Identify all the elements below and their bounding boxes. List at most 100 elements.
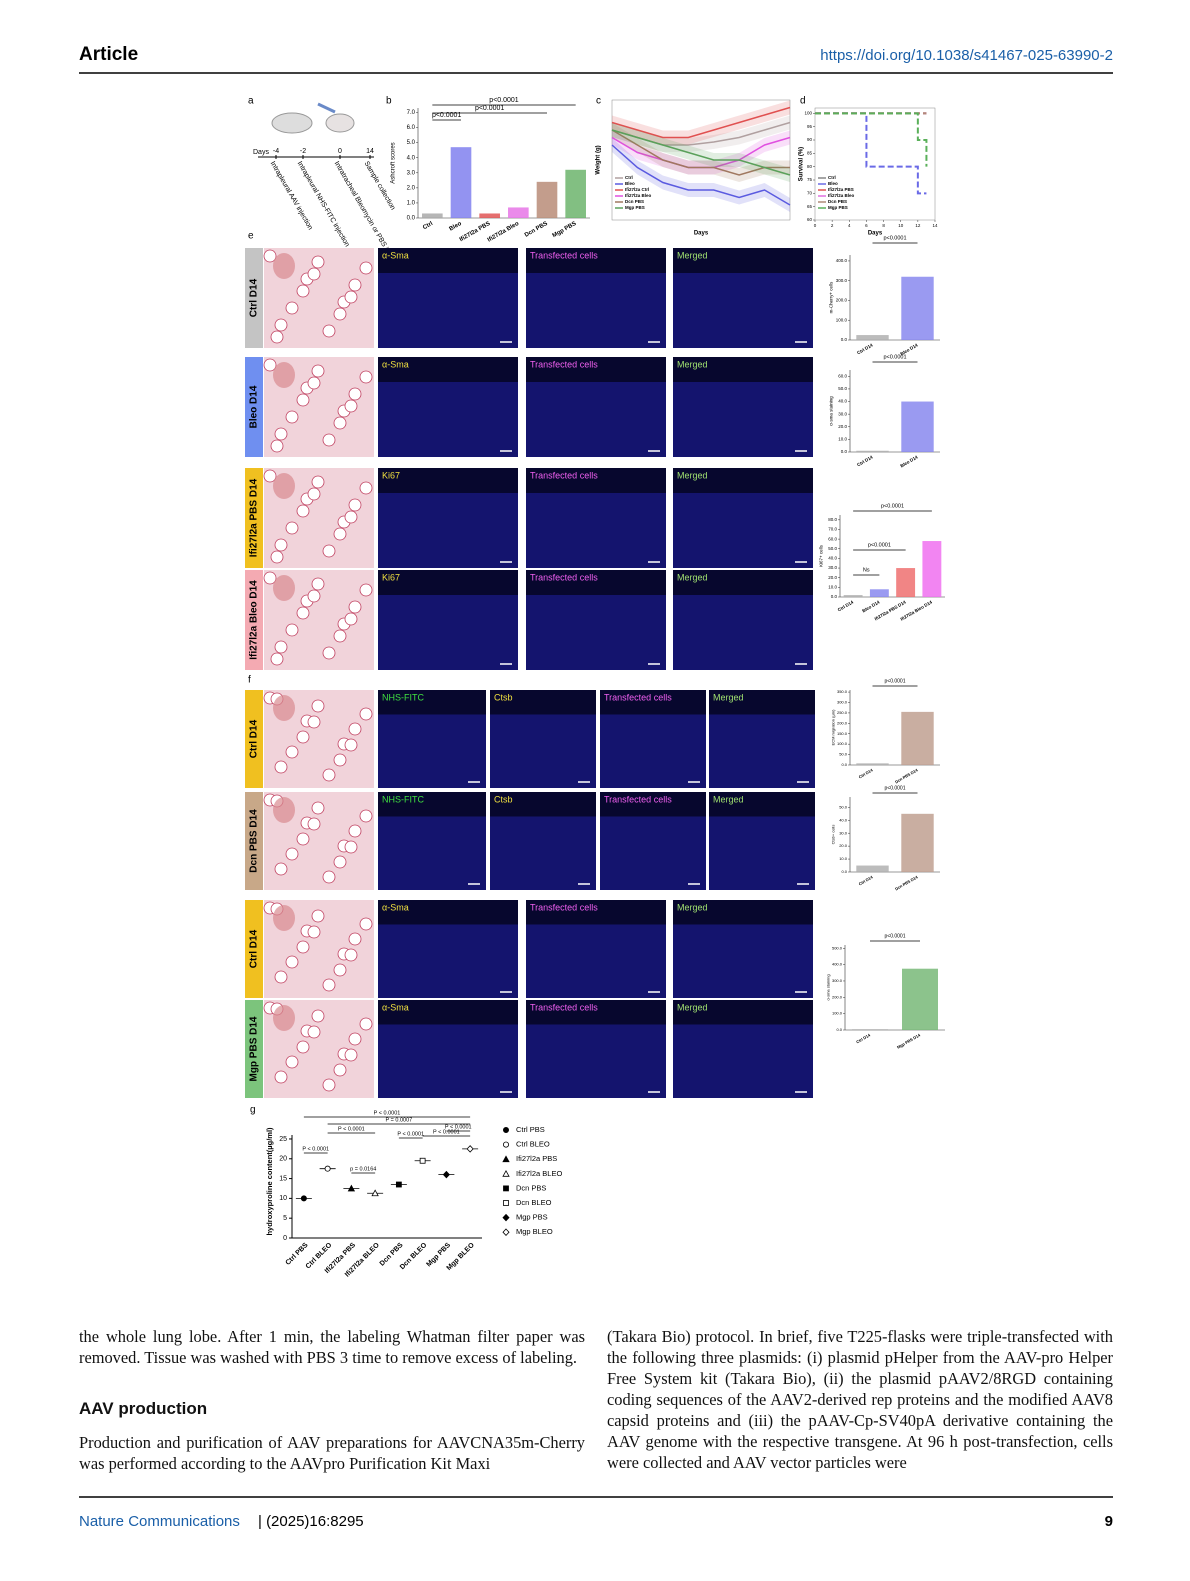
y-tick-label: 75: [807, 177, 813, 182]
y-tick-label: 20.0: [828, 575, 837, 580]
condition-label: Ifi27l2a Bleo D14: [249, 580, 260, 660]
legend-label: Dcn BLEO: [516, 1198, 552, 1207]
condition-tag: [245, 570, 263, 670]
alveoli: [285, 847, 299, 861]
bar: [843, 595, 863, 597]
stain-label: α-Sma: [382, 250, 409, 260]
y-axis-label: Survival (%): [799, 147, 805, 181]
stain-label: α-Sma: [382, 359, 409, 369]
alveoli: [333, 855, 347, 869]
alveoli: [348, 498, 362, 512]
x-tick-label: 10: [898, 223, 904, 228]
alveoli: [311, 699, 325, 713]
y-tick-label: 10.0: [839, 856, 848, 861]
p-value: p<0.0001: [475, 105, 504, 112]
alveoli: [359, 370, 373, 384]
x-tick-label: Ifi27l2a Bleo: [487, 221, 521, 244]
y-tick-label: 90: [807, 137, 813, 142]
data-line: [815, 112, 928, 167]
bar: [901, 401, 934, 452]
alveoli: [322, 324, 336, 338]
timeline-tick-label: 14: [366, 148, 374, 155]
tissue-signal: [673, 382, 813, 457]
legend-label: Ctrl BLEO: [516, 1140, 550, 1149]
legend-label: Ifi27l2a Bleo: [828, 193, 855, 198]
bar: [902, 968, 938, 1030]
x-tick-label: Ctrl D14: [856, 342, 874, 355]
stain-label: Transfected cells: [530, 470, 598, 480]
p-value: p<0.0001: [883, 354, 906, 360]
x-tick-label: 14: [932, 223, 938, 228]
legend-marker: [502, 1228, 510, 1236]
alveoli: [270, 550, 284, 564]
x-tick-label: Ctrl D14: [837, 599, 855, 612]
tissue-signal: [378, 382, 518, 457]
data-point: [300, 1195, 307, 1202]
tissue-signal: [526, 273, 666, 348]
legend-label: Ifi27l2a PBS: [828, 187, 854, 192]
y-tick-label: 10: [279, 1195, 287, 1202]
alveoli: [344, 738, 358, 752]
y-tick-label: 0.0: [407, 216, 416, 222]
data-point: [442, 1170, 450, 1179]
alveoli: [333, 416, 347, 430]
stain-label: Ki67: [382, 470, 400, 480]
alveoli: [296, 504, 310, 518]
mouse-sketch: [325, 113, 355, 133]
tissue-signal: [526, 382, 666, 457]
legend-label: Mgp PBS: [516, 1213, 548, 1222]
confidence-band: [612, 123, 790, 182]
lung-icon: [273, 362, 295, 388]
y-tick-label: 250.0: [837, 710, 848, 715]
x-tick-label: Ctrl: [422, 221, 434, 232]
alveoli: [333, 527, 347, 541]
alveoli: [344, 840, 358, 854]
legend-label: Dcn PBS: [828, 199, 847, 204]
alveoli: [263, 469, 277, 483]
timeline-tick-label: -4: [273, 148, 279, 155]
condition-tag: [245, 468, 263, 568]
lung-icon: [273, 473, 295, 499]
timeline-label: Days: [253, 149, 269, 156]
stain-label: Ki67: [382, 572, 400, 582]
alveoli: [307, 487, 321, 501]
alveoli: [274, 538, 288, 552]
journal-name[interactable]: Nature Communications: [79, 1513, 240, 1530]
x-tick-label: Bleo: [449, 221, 464, 233]
x-tick-label: Dcn PBS: [524, 221, 549, 239]
alveoli: [285, 1055, 299, 1069]
alveoli: [311, 475, 325, 489]
lung-icon: [273, 575, 295, 601]
p-value: p<0.0001: [885, 785, 906, 791]
x-tick-label: Dcn PBS D14: [894, 767, 919, 784]
alveoli: [311, 577, 325, 591]
p-value: P = 0.0007: [386, 1117, 413, 1123]
y-axis-label: m-Cherry+ cells: [828, 281, 833, 313]
x-tick-label: Ctrl D14: [858, 874, 874, 886]
p-value: p<0.0001: [432, 112, 461, 119]
tissue-signal: [526, 1024, 666, 1098]
data-line: [815, 112, 927, 195]
bar: [901, 711, 934, 765]
y-tick-label: 60.0: [828, 536, 837, 541]
y-axis-label: α-sma staining: [825, 974, 830, 1000]
x-tick-label: Mgp PBS: [552, 221, 578, 239]
alveoli: [296, 606, 310, 620]
stain-label: Merged: [713, 692, 744, 702]
y-tick-label: 40.0: [828, 556, 837, 561]
alveoli: [270, 652, 284, 666]
stain-label: Merged: [677, 1002, 708, 1012]
y-tick-label: 500.0: [832, 945, 843, 950]
y-tick-label: 350.0: [837, 689, 848, 694]
y-tick-label: 5: [283, 1215, 287, 1222]
p-value: p<0.0001: [489, 97, 518, 104]
legend-marker: [503, 1200, 509, 1206]
tissue-signal: [378, 273, 518, 348]
alveoli: [311, 364, 325, 378]
alveoli: [263, 358, 277, 372]
p-value: P < 0.0001: [433, 1129, 460, 1135]
doi-link[interactable]: https://doi.org/10.1038/s41467-025-63990…: [820, 47, 1113, 64]
y-tick-label: 100: [804, 111, 812, 116]
y-tick-label: 4.0: [407, 155, 416, 161]
